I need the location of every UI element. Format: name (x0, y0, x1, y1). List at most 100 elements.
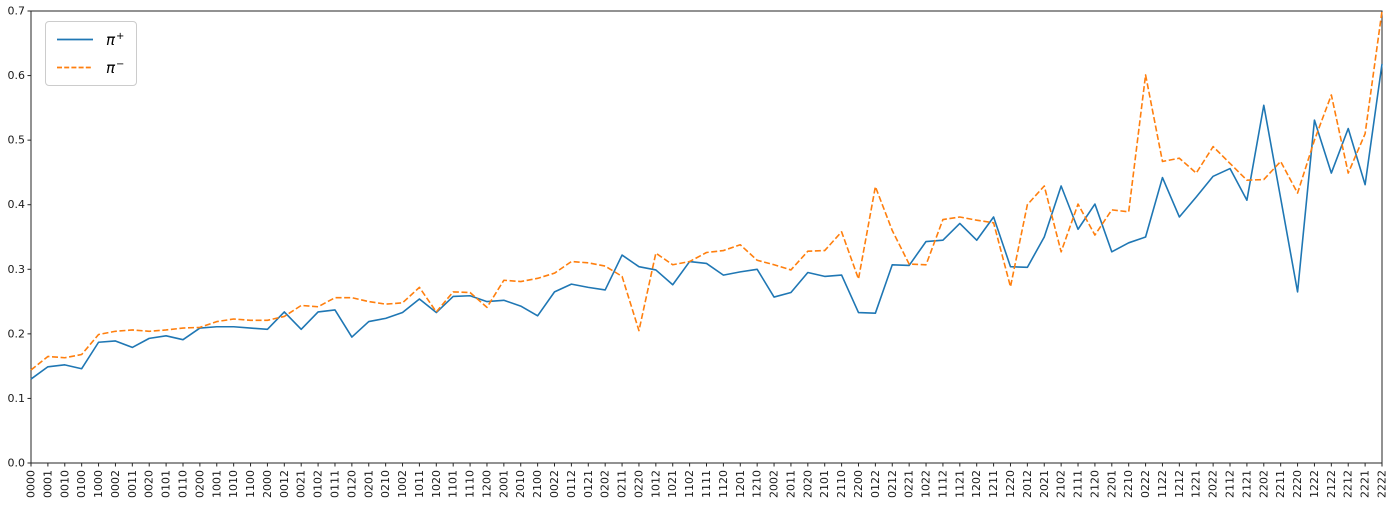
legend-superscript: + (116, 30, 125, 42)
legend-line-solid-icon (57, 38, 93, 41)
legend-superscript: − (116, 58, 125, 70)
x-tick-label: 2102 (1055, 470, 1068, 498)
x-tick-label: 1002 (396, 470, 409, 498)
x-tick-label: 0201 (362, 470, 375, 498)
x-tick-label: 2210 (1122, 470, 1135, 498)
x-tick-label: 2221 (1359, 470, 1372, 498)
legend-symbol: π (106, 30, 116, 49)
x-tick-label: 0200 (193, 470, 206, 498)
x-tick-label: 1122 (1156, 470, 1169, 498)
x-tick-label: 2202 (1257, 470, 1270, 498)
x-tick-label: 2002 (768, 470, 781, 498)
legend-symbol: π (106, 58, 116, 77)
x-tick-label: 1011 (413, 470, 426, 498)
x-tick-label: 2022 (1207, 470, 1220, 498)
x-tick-label: 2110 (835, 470, 848, 498)
y-tick-label: 0.3 (8, 263, 26, 276)
x-tick-label: 2001 (497, 470, 510, 498)
x-tick-label: 2021 (1038, 470, 1051, 498)
x-tick-label: 1211 (987, 470, 1000, 498)
x-tick-label: 1120 (717, 470, 730, 498)
x-tick-label: 1220 (1004, 470, 1017, 498)
x-tick-label: 0110 (176, 470, 189, 498)
x-tick-label: 0102 (312, 470, 325, 498)
x-tick-label: 0111 (328, 470, 341, 498)
x-tick-label: 2212 (1342, 470, 1355, 498)
x-tick-label: 0221 (903, 470, 916, 498)
x-tick-label: 1010 (227, 470, 240, 498)
series-line-pi-minus (30, 10, 1383, 371)
x-tick-label: 1121 (953, 470, 966, 498)
x-tick-label: 0222 (1139, 470, 1152, 498)
x-tick-label: 0021 (295, 470, 308, 498)
legend-item-pi-minus: π− (56, 57, 124, 78)
x-tick-label: 0211 (616, 470, 629, 498)
y-tick-label: 0.1 (8, 392, 26, 405)
legend-label-pi-plus: π+ (106, 30, 125, 49)
x-tick-label: 2000 (261, 470, 274, 498)
x-tick-label: 0000 (25, 470, 38, 498)
x-tick-label: 2020 (801, 470, 814, 498)
x-tick-label: 0202 (599, 470, 612, 498)
x-tick-label: 2121 (1240, 470, 1253, 498)
y-tick-label: 0.0 (8, 457, 26, 470)
x-tick-label: 1101 (447, 470, 460, 498)
x-tick-label: 1012 (649, 470, 662, 498)
y-tick-label: 0.6 (8, 69, 26, 82)
x-tick-label: 2201 (1105, 470, 1118, 498)
x-tick-label: 0220 (632, 470, 645, 498)
x-tick-label: 0011 (126, 470, 139, 498)
y-tick-label: 0.7 (8, 5, 26, 18)
legend-line-dashed-icon (57, 66, 93, 69)
x-tick-label: 1210 (751, 470, 764, 498)
x-tick-label: 1020 (430, 470, 443, 498)
x-tick-label: 1222 (1308, 470, 1321, 498)
x-tick-label: 2011 (784, 470, 797, 498)
y-tick-label: 0.5 (8, 134, 26, 147)
x-tick-label: 0122 (869, 470, 882, 498)
legend-item-pi-plus: π+ (56, 29, 124, 50)
x-tick-label: 2111 (1072, 470, 1085, 498)
x-tick-label: 1022 (920, 470, 933, 498)
chart-legend: π+ π− (45, 21, 138, 86)
x-tick-label: 2120 (1088, 470, 1101, 498)
x-tick-label: 1001 (210, 470, 223, 498)
x-tick-label: 0020 (143, 470, 156, 498)
x-tick-label: 1111 (700, 470, 713, 498)
x-tick-label: 1221 (1190, 470, 1203, 498)
x-tick-label: 2200 (852, 470, 865, 498)
x-tick-label: 1110 (464, 470, 477, 498)
x-tick-label: 2211 (1274, 470, 1287, 498)
axes-box (30, 10, 1383, 464)
y-tick-label: 0.4 (8, 198, 26, 211)
x-tick-label: 0210 (379, 470, 392, 498)
x-tick-label: 2122 (1325, 470, 1338, 498)
series-line-pi-plus (30, 63, 1383, 380)
x-tick-label: 1102 (683, 470, 696, 498)
x-tick-label: 2012 (1021, 470, 1034, 498)
x-tick-label: 0010 (58, 470, 71, 498)
x-tick-label: 1000 (92, 470, 105, 498)
x-tick-label: 0112 (565, 470, 578, 498)
x-tick-label: 2101 (818, 470, 831, 498)
x-tick-label: 1201 (734, 470, 747, 498)
x-tick-label: 0002 (109, 470, 122, 498)
x-tick-label: 0212 (886, 470, 899, 498)
x-tick-label: 0001 (41, 470, 54, 498)
x-tick-label: 1212 (1173, 470, 1186, 498)
x-tick-label: 1200 (480, 470, 493, 498)
x-tick-label: 1100 (244, 470, 257, 498)
x-tick-label: 2112 (1224, 470, 1237, 498)
x-tick-label: 2220 (1291, 470, 1304, 498)
x-tick-label: 0022 (548, 470, 561, 498)
x-tick-label: 2222 (1376, 470, 1389, 498)
x-tick-label: 0101 (160, 470, 173, 498)
x-tick-label: 1112 (936, 470, 949, 498)
x-tick-label: 2100 (531, 470, 544, 498)
x-tick-label: 0012 (278, 470, 291, 498)
x-tick-label: 0120 (345, 470, 358, 498)
x-tick-label: 1202 (970, 470, 983, 498)
x-tick-label: 0121 (582, 470, 595, 498)
